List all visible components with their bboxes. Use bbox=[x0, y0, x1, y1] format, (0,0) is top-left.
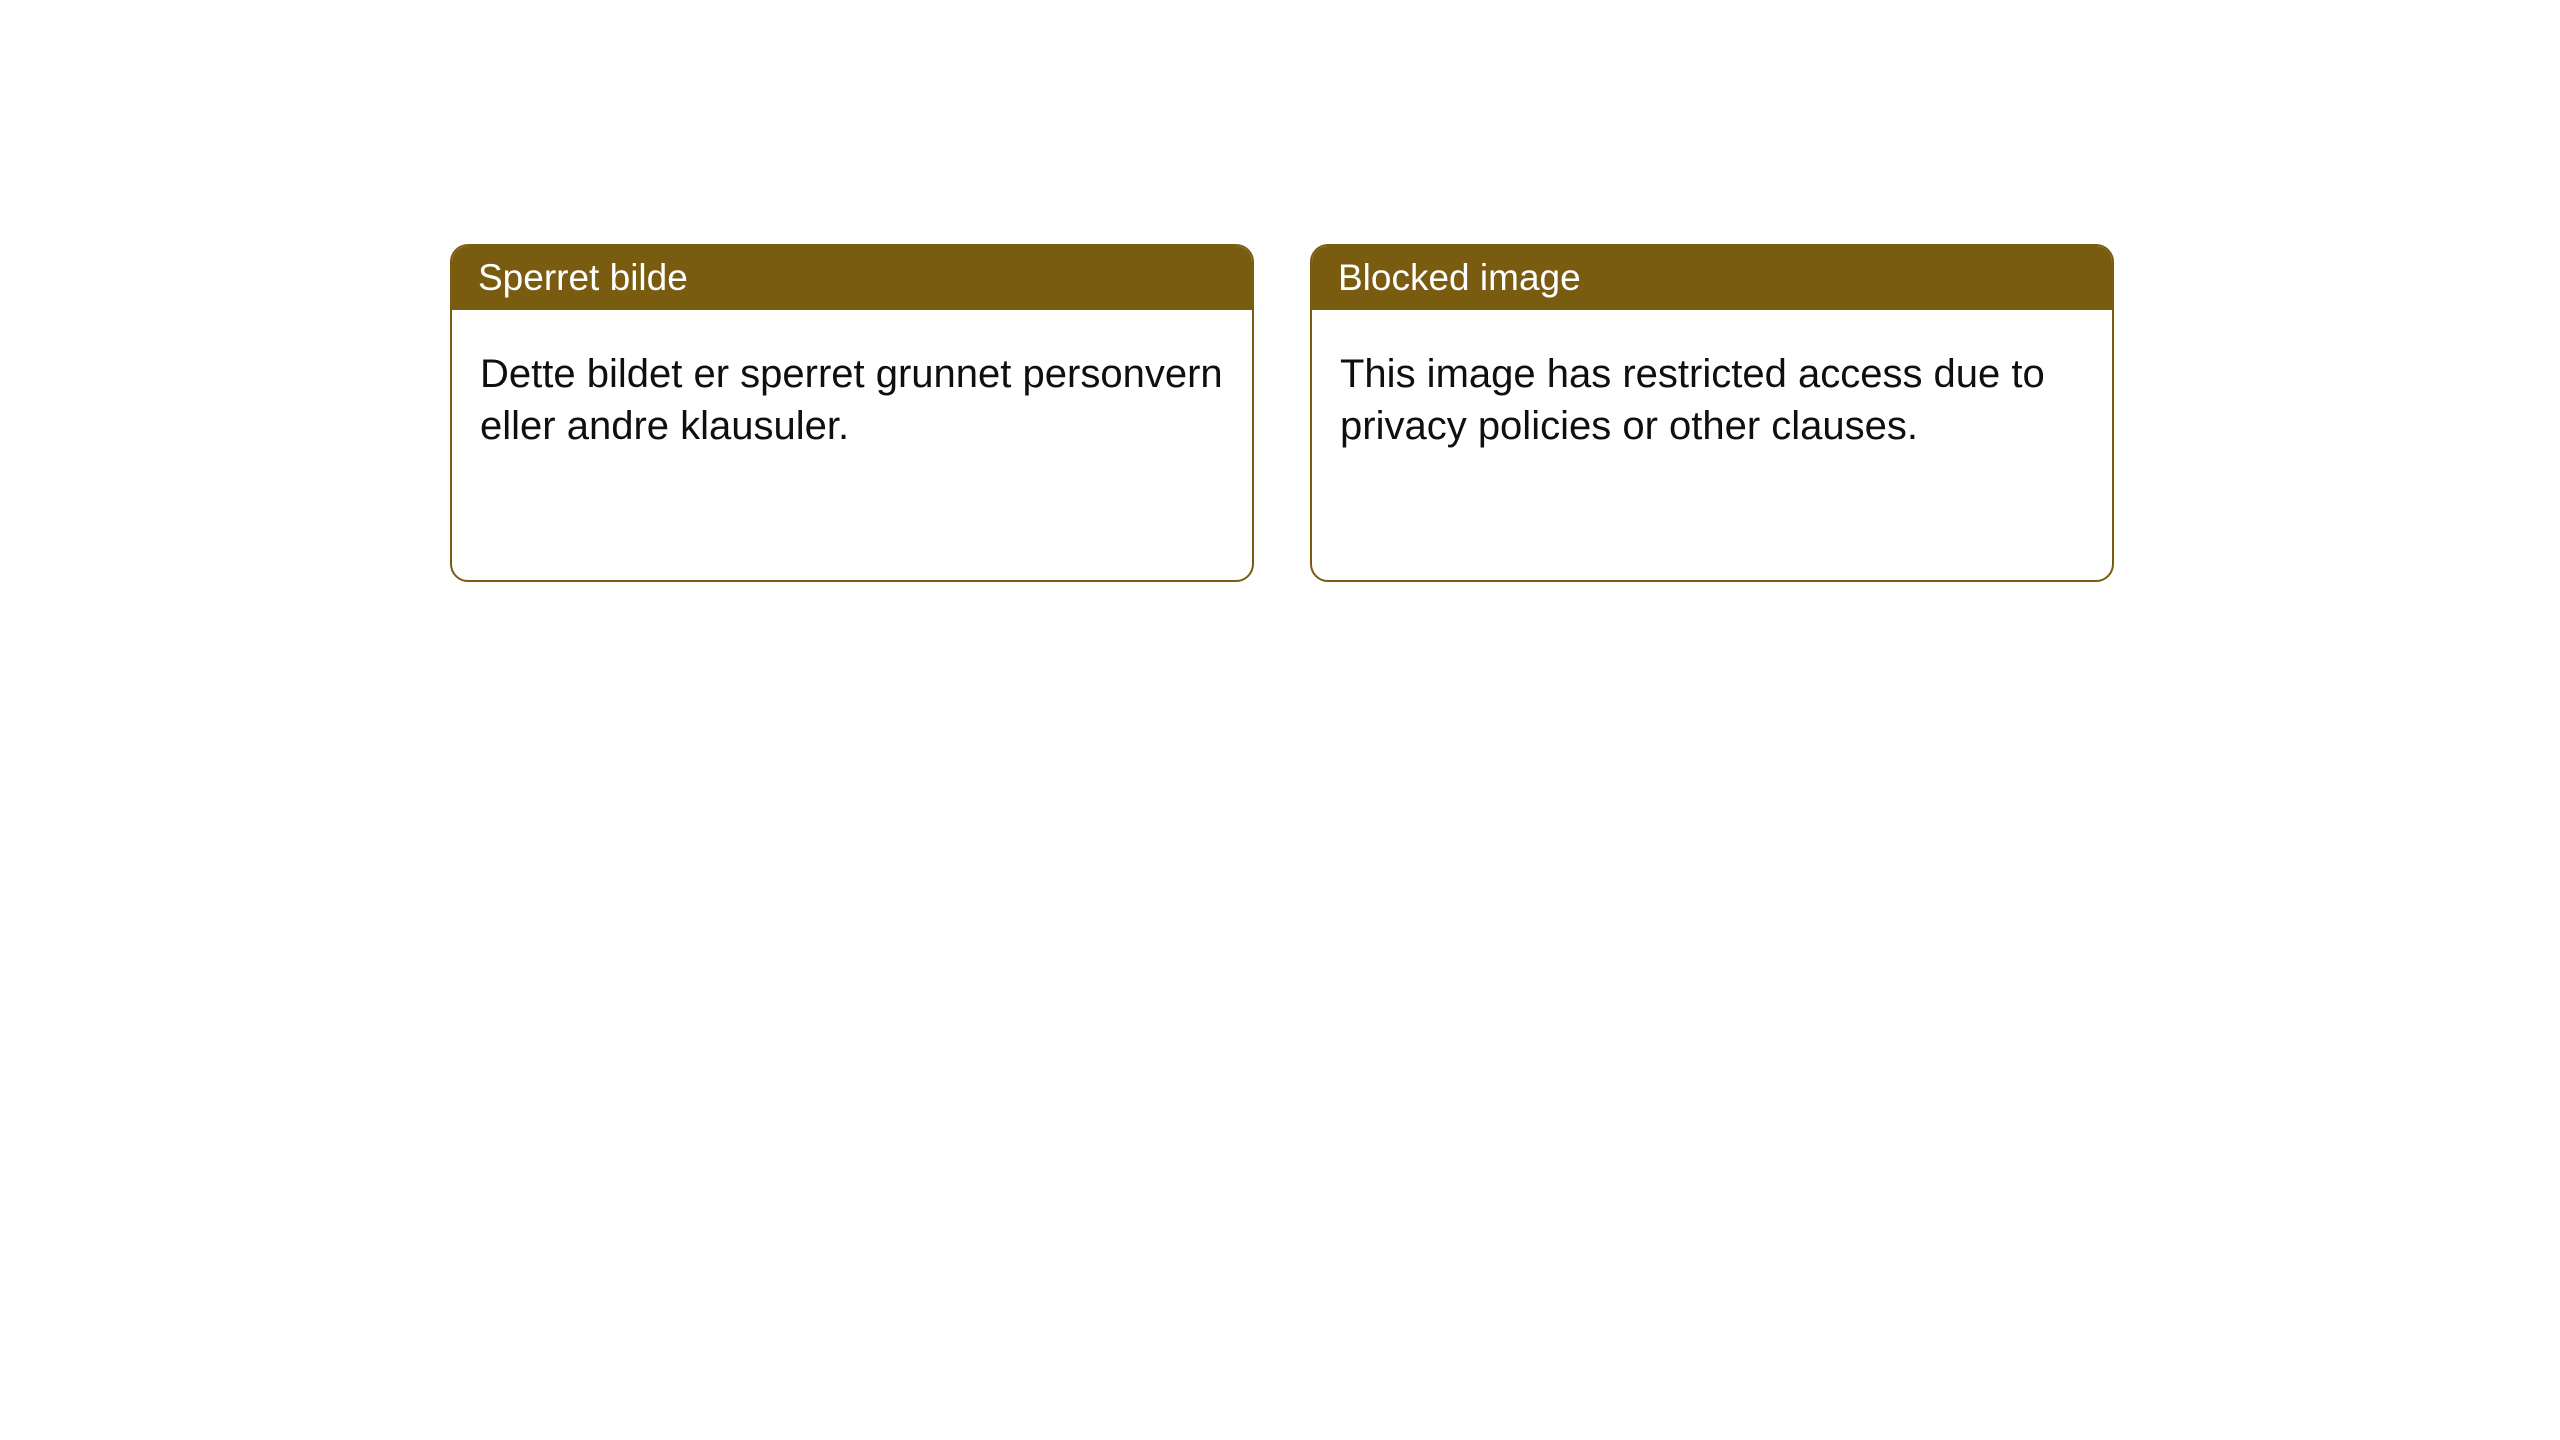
notice-body-text: Dette bildet er sperret grunnet personve… bbox=[480, 352, 1223, 448]
notice-title: Sperret bilde bbox=[478, 257, 688, 298]
notice-body-text: This image has restricted access due to … bbox=[1340, 352, 2045, 448]
notice-card-english: Blocked image This image has restricted … bbox=[1310, 244, 2114, 582]
notice-header: Sperret bilde bbox=[452, 246, 1252, 310]
notice-container: Sperret bilde Dette bildet er sperret gr… bbox=[0, 0, 2560, 582]
notice-body: This image has restricted access due to … bbox=[1312, 310, 2112, 490]
notice-title: Blocked image bbox=[1338, 257, 1581, 298]
notice-header: Blocked image bbox=[1312, 246, 2112, 310]
notice-body: Dette bildet er sperret grunnet personve… bbox=[452, 310, 1252, 490]
notice-card-norwegian: Sperret bilde Dette bildet er sperret gr… bbox=[450, 244, 1254, 582]
